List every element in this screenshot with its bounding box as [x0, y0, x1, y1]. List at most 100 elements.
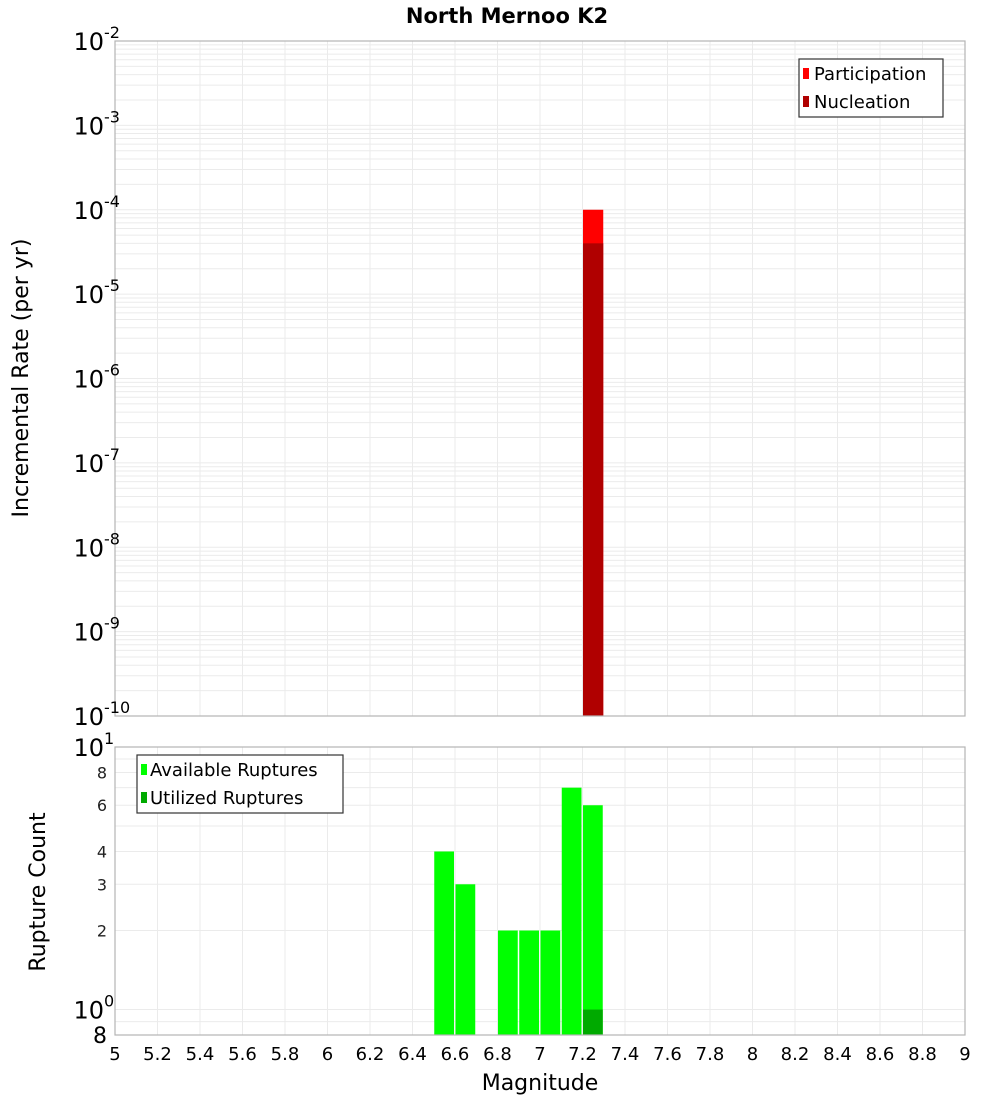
x-tick-label: 8.2: [781, 1044, 810, 1065]
utilized-ruptures-legend-swatch: [141, 792, 147, 803]
top-y-tick: 10 -4: [73, 192, 120, 225]
bottom-y-tick: 10 0: [73, 992, 114, 1025]
top-plot-rate: 10-210-310-410-510-610-710-810-910-10 In…: [9, 23, 966, 731]
x-tick-label: 9: [959, 1044, 970, 1065]
bottom-y-tick: 3: [97, 875, 107, 894]
y-tick-base: 10: [73, 197, 104, 225]
x-tick-label: 5.6: [228, 1044, 257, 1065]
y-tick-label: 3: [97, 875, 107, 894]
x-tick-label: 6: [322, 1044, 333, 1065]
y-tick-label: 8: [93, 1024, 107, 1049]
y-tick-base: 10: [73, 366, 104, 394]
top-y-tick: 10 -8: [73, 529, 120, 562]
x-tick-labels: 5 5.2 5.4 5.6 5.8 6 6.2 6.4 6.6 6.8 7 7.2 7.4 7.6 7.8 8…: [109, 1044, 970, 1065]
utilized-ruptures-legend-label: Utilized Ruptures: [150, 788, 303, 809]
y-tick-base: 10: [73, 450, 104, 478]
x-tick-label: 7.6: [653, 1044, 682, 1065]
nucleation-legend-swatch: [803, 96, 809, 107]
x-tick-label: 5: [109, 1044, 120, 1065]
bottom-legend-box: [136, 754, 344, 814]
top-y-tick: 10 -9: [73, 614, 120, 647]
bottom-plot-frame: [114, 746, 966, 1036]
available-ruptures-bar: [455, 884, 476, 1035]
y-tick-exponent: -4: [104, 192, 120, 211]
bottom-bars: [434, 787, 603, 1035]
y-tick-base: 10: [73, 734, 104, 762]
bottom-y-tick: 8: [97, 763, 107, 782]
top-y-tick-labels: 10-210-310-410-510-610-710-810-910-10: [73, 23, 130, 731]
bottom-y-tick: 10 1: [73, 729, 114, 762]
y-tick-base: 10: [73, 703, 104, 731]
x-tick-label: 6.2: [356, 1044, 385, 1065]
available-ruptures-bar: [561, 787, 582, 1035]
x-tick-label: 5.8: [271, 1044, 300, 1065]
nucleation-bar: [583, 243, 604, 717]
bottom-y-tick: 8: [93, 1024, 107, 1049]
utilized-ruptures-bar: [583, 1009, 603, 1035]
y-tick-exponent: -7: [104, 445, 120, 464]
x-tick-label: 7: [534, 1044, 545, 1065]
y-tick-base: 10: [73, 534, 104, 562]
available-ruptures-bar: [519, 930, 539, 1035]
y-tick-label: 8: [97, 763, 107, 782]
available-ruptures-legend-swatch: [141, 764, 147, 775]
x-tick-label: 8.4: [823, 1044, 852, 1065]
available-ruptures-bar: [540, 930, 561, 1035]
chart-title: North Mernoo K2: [406, 4, 608, 28]
bottom-legend: Available Ruptures Utilized Ruptures: [136, 754, 344, 814]
available-ruptures-legend-label: Available Ruptures: [150, 760, 318, 781]
bottom-y-tick: 6: [97, 796, 107, 815]
y-tick-base: 10: [73, 281, 104, 309]
x-tick-label: 6.4: [398, 1044, 427, 1065]
x-tick-label: 8: [747, 1044, 758, 1065]
top-y-tick: 10 -2: [73, 23, 120, 56]
x-tick-label: 5.4: [186, 1044, 215, 1065]
top-legend: Participation Nucleation: [798, 58, 944, 118]
x-tick-label: 8.8: [908, 1044, 937, 1065]
y-tick-exponent: -8: [104, 529, 120, 548]
x-tick-label: 6.8: [483, 1044, 512, 1065]
top-y-tick: 10 -7: [73, 445, 120, 478]
x-tick-label: 5.2: [143, 1044, 172, 1065]
top-y-tick: 10 -5: [73, 276, 120, 309]
top-plot-frame: [114, 40, 966, 717]
top-bars: [583, 209, 604, 717]
x-tick-label: 7.8: [696, 1044, 725, 1065]
y-tick-exponent: -10: [104, 698, 130, 717]
top-y-tick: 10 -6: [73, 361, 120, 394]
available-ruptures-bar: [434, 851, 454, 1035]
bottom-y-tick: 4: [97, 842, 107, 861]
x-tick-label: 7.2: [568, 1044, 597, 1065]
y-tick-exponent: -5: [104, 276, 120, 295]
bottom-y-axis-label: Rupture Count: [26, 812, 51, 972]
participation-legend-swatch: [803, 68, 809, 79]
participation-legend-label: Participation: [814, 64, 926, 85]
top-legend-box: [798, 58, 944, 118]
y-tick-base: 10: [73, 997, 104, 1025]
available-ruptures-bar: [583, 805, 603, 1035]
y-tick-base: 10: [73, 619, 104, 647]
y-tick-exponent: -2: [104, 23, 120, 42]
y-tick-label: 4: [97, 842, 107, 861]
top-y-tick: 10 -3: [73, 107, 120, 140]
bottom-y-tick: 2: [97, 922, 107, 941]
y-tick-exponent: 1: [104, 729, 114, 748]
y-tick-exponent: -6: [104, 361, 120, 380]
y-tick-label: 6: [97, 796, 107, 815]
y-tick-exponent: 0: [104, 992, 114, 1011]
y-tick-exponent: -9: [104, 614, 120, 633]
x-axis-label: Magnitude: [482, 1071, 599, 1096]
nucleation-legend-label: Nucleation: [814, 92, 910, 113]
x-tick-label: 6.6: [441, 1044, 470, 1065]
top-y-axis-label: Incremental Rate (per yr): [9, 239, 34, 518]
y-tick-base: 10: [73, 28, 104, 56]
available-ruptures-bar: [498, 930, 518, 1035]
y-tick-exponent: -3: [104, 107, 120, 126]
y-tick-label: 2: [97, 922, 107, 941]
top-grid: [115, 41, 965, 716]
x-tick-label: 7.4: [611, 1044, 640, 1065]
